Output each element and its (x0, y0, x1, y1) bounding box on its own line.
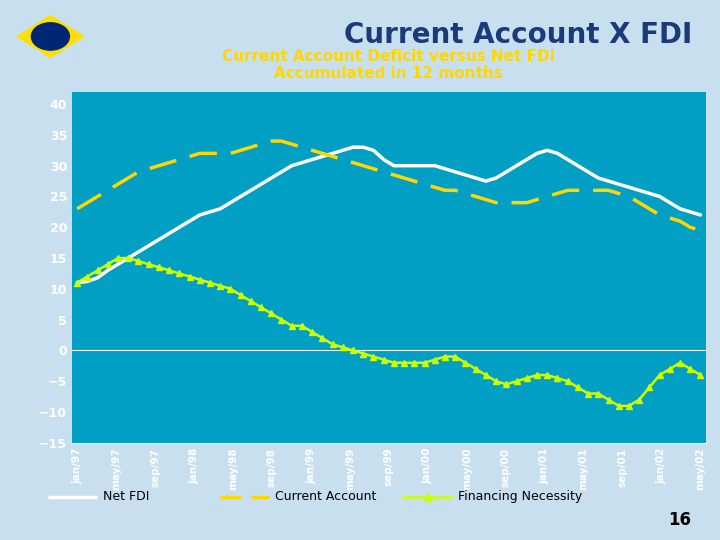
Title: Current Account Deficit versus Net FDI
Accumulated in 12 months: Current Account Deficit versus Net FDI A… (222, 49, 555, 81)
Polygon shape (16, 15, 85, 58)
Text: 16: 16 (668, 511, 691, 529)
Text: Net FDI: Net FDI (104, 490, 150, 503)
Text: Financing Necessity: Financing Necessity (458, 490, 582, 503)
Text: Current Account: Current Account (275, 490, 376, 503)
Text: Current Account X FDI: Current Account X FDI (344, 21, 693, 49)
Circle shape (32, 23, 69, 50)
